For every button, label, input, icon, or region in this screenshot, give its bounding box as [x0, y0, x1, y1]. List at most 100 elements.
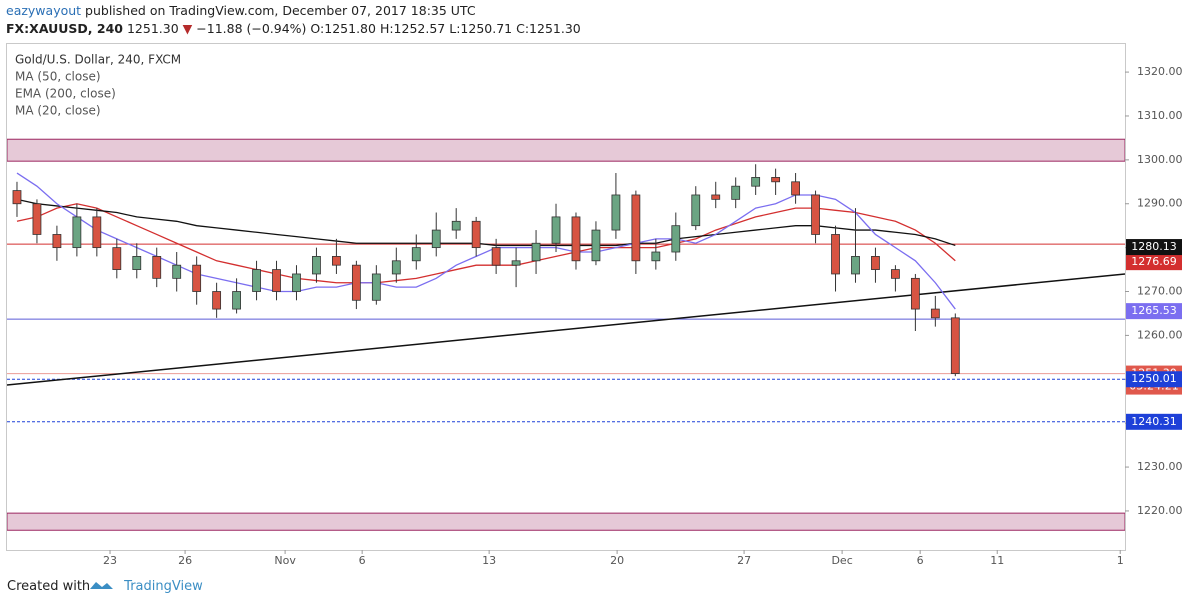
- candle-body: [791, 181, 800, 196]
- series-last-label: 1280.13: [1131, 240, 1177, 253]
- x-tick-label: Dec: [831, 554, 852, 567]
- footer: Created with TradingView: [7, 579, 203, 594]
- candle-body: [351, 264, 361, 301]
- candle-body: [312, 256, 321, 275]
- x-tick-label: 20: [610, 554, 624, 567]
- level-label: 1250.01: [1131, 372, 1177, 385]
- high: H:1252.57: [379, 21, 446, 36]
- indicator-line: [16, 203, 956, 284]
- y-tick-label: 1310.00: [1137, 109, 1183, 122]
- candle-body: [451, 220, 461, 231]
- x-tick-label: 6: [917, 554, 924, 567]
- candle-body: [152, 256, 162, 279]
- candle-body: [751, 177, 761, 187]
- brand[interactable]: TradingView: [124, 579, 203, 594]
- candle-body: [851, 256, 860, 275]
- candle-body: [12, 190, 22, 205]
- candle-body: [371, 273, 381, 301]
- x-tick-label: 1: [1117, 554, 1124, 567]
- level-label-bg: [1126, 371, 1182, 388]
- x-tick-label: 13: [482, 554, 496, 567]
- candle-body: [871, 256, 880, 270]
- candle-body: [631, 194, 641, 262]
- y-tick-label: 1270.00: [1137, 285, 1183, 298]
- plot: [7, 138, 1125, 531]
- legend-entry: EMA (200, close): [15, 87, 116, 101]
- x-tick-label: 27: [737, 554, 751, 567]
- candle-body: [691, 194, 701, 227]
- candle-body: [591, 229, 601, 262]
- indicator-line: [16, 198, 956, 247]
- candle-body: [92, 216, 102, 249]
- legend-entry: MA (20, close): [15, 104, 101, 118]
- candle-body: [32, 203, 42, 235]
- candle-body: [212, 291, 222, 310]
- created-with: Created with: [7, 579, 91, 594]
- y-tick-label: 1230.00: [1137, 460, 1183, 473]
- low: L:1250.71: [449, 21, 513, 36]
- x-tick-label: 26: [178, 554, 192, 567]
- x-tick-label: 23: [103, 554, 117, 567]
- candle-body: [611, 194, 621, 231]
- candle-body: [511, 260, 521, 266]
- close: C:1251.30: [516, 21, 581, 36]
- candle-body: [52, 234, 62, 249]
- candle-body: [731, 185, 741, 200]
- x-tick-label: 6: [359, 554, 366, 567]
- candle-body: [831, 234, 840, 275]
- candle-body: [491, 247, 501, 266]
- author[interactable]: eazywayout: [6, 3, 82, 18]
- candle-body: [252, 269, 261, 292]
- legend-title: Gold/U.S. Dollar, 240, FXCM: [15, 53, 181, 67]
- y-tick-label: 1290.00: [1137, 197, 1183, 210]
- candle-body: [651, 251, 661, 262]
- candle-body: [571, 216, 581, 262]
- y-tick-label: 1220.00: [1137, 504, 1183, 517]
- legend-entry: MA (50, close): [15, 70, 101, 84]
- candle-body: [391, 260, 401, 275]
- open: O:1251.80: [310, 21, 376, 36]
- candle-body: [950, 317, 960, 374]
- candle-body: [132, 256, 142, 270]
- candle-body: [471, 220, 481, 249]
- symbol: FX:XAUUSD, 240: [6, 21, 123, 36]
- level-label: 1240.31: [1131, 415, 1177, 428]
- candle-body: [671, 225, 681, 253]
- y-tick-label: 1300.00: [1137, 153, 1183, 166]
- plot-frame: [6, 43, 1126, 551]
- candle-body: [292, 273, 301, 292]
- y-tick-label: 1260.00: [1137, 328, 1183, 341]
- candle-body: [930, 308, 940, 319]
- candle-body: [811, 194, 820, 235]
- level-label-bg: [1126, 413, 1182, 430]
- symbol-line: FX:XAUUSD, 240 1251.30 ▼ −11.88 (−0.94%)…: [6, 20, 581, 38]
- candle-body: [771, 177, 781, 183]
- candle-body: [431, 229, 441, 249]
- arrow: ▼: [182, 21, 193, 36]
- candle-body: [72, 216, 82, 249]
- last: 1251.30: [126, 21, 179, 36]
- candle-body: [891, 269, 900, 279]
- published: published on TradingView.com, December 0…: [85, 3, 476, 18]
- candle-body: [531, 242, 541, 262]
- candle-body: [711, 194, 721, 200]
- brand-logo: [90, 582, 113, 589]
- candle-body: [232, 291, 241, 310]
- trendline: [7, 273, 1125, 386]
- candle-body: [172, 264, 182, 279]
- candle-body: [551, 216, 561, 244]
- publish-line: eazywayout published on TradingView.com,…: [6, 2, 581, 20]
- zone: [7, 512, 1125, 531]
- change: −11.88 (−0.94%): [196, 21, 307, 36]
- indicator-line: [16, 172, 956, 310]
- candle-body: [112, 247, 122, 270]
- header: eazywayout published on TradingView.com,…: [6, 2, 581, 38]
- candle-body: [192, 264, 202, 292]
- series-last-label-bg: [1126, 303, 1182, 320]
- series-last-label-bg: [1126, 254, 1182, 271]
- candle-body: [411, 247, 421, 262]
- series-last-label-bg: [1126, 239, 1182, 256]
- series-last-label: 1276.69: [1131, 255, 1177, 268]
